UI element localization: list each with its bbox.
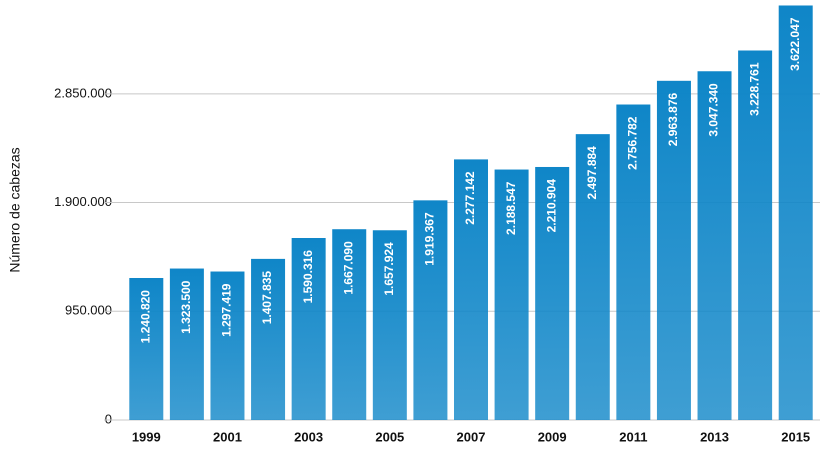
value-label: 1.919.367	[423, 212, 437, 266]
bar	[494, 169, 529, 420]
y-tick-label: 950.000	[65, 303, 112, 318]
bar	[656, 80, 691, 421]
x-tick-label: 2003	[294, 429, 323, 444]
bar	[413, 200, 448, 420]
bar	[210, 271, 245, 420]
value-label: 3.622.047	[788, 17, 802, 71]
bar	[575, 134, 610, 420]
value-label: 1.407.835	[260, 271, 274, 325]
value-label: 1.240.820	[138, 290, 152, 344]
x-tick-label: 1999	[132, 429, 161, 444]
y-tick-label: 2.850.000	[54, 85, 112, 100]
bar	[454, 159, 488, 421]
value-label: 2.497.884	[585, 146, 599, 200]
x-tick-label: 2009	[538, 429, 567, 444]
value-label: 1.667.090	[341, 241, 355, 295]
bar	[251, 258, 286, 420]
value-label: 2.210.904	[544, 179, 558, 233]
y-tick-label: 1.900.000	[54, 194, 112, 209]
value-label: 1.590.316	[301, 250, 315, 304]
value-label: 3.228.761	[747, 62, 761, 116]
x-tick-label: 2011	[619, 429, 647, 444]
bar	[778, 5, 813, 420]
x-tick-label: 2001	[213, 429, 242, 444]
x-tick-label: 2013	[700, 429, 729, 444]
value-label: 2.277.142	[463, 171, 477, 225]
x-tick-label: 2015	[781, 429, 810, 444]
bar	[616, 104, 651, 421]
y-tick-label: 0	[105, 411, 112, 426]
bar	[738, 50, 773, 420]
value-label: 2.188.547	[504, 181, 518, 235]
value-label: 3.047.340	[707, 83, 721, 137]
value-label: 1.323.500	[179, 280, 193, 334]
y-axis-title: Número de cabezas	[7, 147, 23, 272]
value-label: 1.297.419	[220, 283, 234, 337]
value-label: 1.657.924	[382, 242, 396, 296]
bar	[332, 229, 367, 420]
x-tick-label: 2007	[457, 429, 486, 444]
value-label: 2.963.876	[666, 92, 680, 146]
x-tick-label: 2005	[375, 429, 404, 444]
bar	[372, 230, 407, 420]
bar	[291, 238, 326, 420]
bar	[535, 166, 570, 420]
bar	[697, 71, 732, 421]
value-label: 2.756.782	[626, 116, 640, 170]
bar	[129, 277, 164, 420]
bar	[169, 268, 204, 420]
